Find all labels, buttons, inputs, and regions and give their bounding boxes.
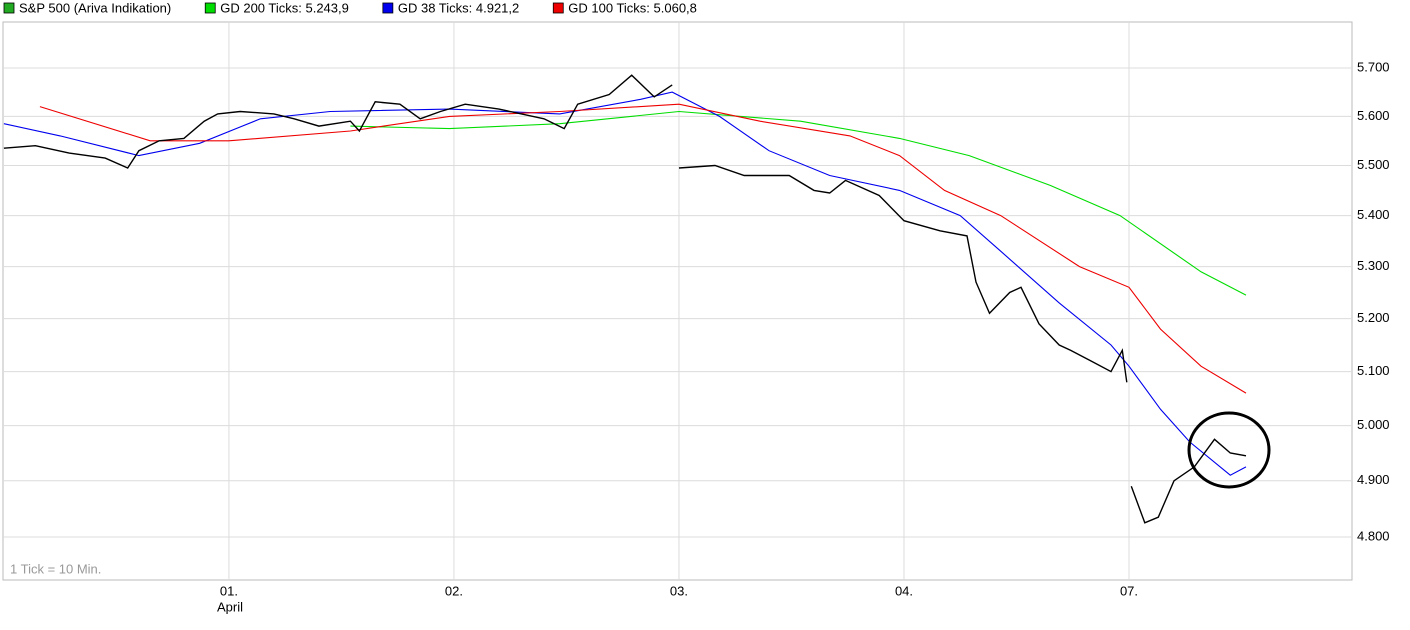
y-tick-label: 5.100 <box>1357 363 1390 378</box>
y-tick-label: 4.800 <box>1357 528 1390 543</box>
highlight-circle <box>1187 411 1271 489</box>
series-lines <box>3 74 1247 524</box>
series-line <box>350 110 1247 296</box>
legend-label: GD 100 Ticks: 5.060,8 <box>568 0 697 15</box>
x-sublabel: April <box>217 599 243 614</box>
annotation: 1 Tick = 10 Min. <box>10 561 101 576</box>
x-tick-label: 01. <box>220 583 238 598</box>
y-tick-label: 4.900 <box>1357 472 1390 487</box>
legend: S&P 500 (Ariva Indikation) GD 200 Ticks: … <box>3 0 697 15</box>
series-line <box>3 74 1247 524</box>
series-line <box>39 103 1247 394</box>
y-tick-label: 5.500 <box>1357 157 1390 172</box>
series-line <box>3 91 1247 476</box>
legend-label: GD 200 Ticks: 5.243,9 <box>220 0 349 15</box>
y-tick-label: 5.200 <box>1357 310 1390 325</box>
x-tick-label: 02. <box>445 583 463 598</box>
x-tick-label: 07. <box>1120 583 1138 598</box>
y-tick-label: 5.700 <box>1357 59 1390 74</box>
x-tick-label: 04. <box>895 583 913 598</box>
legend-swatch <box>382 2 394 14</box>
grid <box>3 22 1352 580</box>
x-tick-label: 03. <box>670 583 688 598</box>
plot-frame <box>2 21 1353 581</box>
y-tick-label: 5.000 <box>1357 417 1390 432</box>
y-tick-label: 5.300 <box>1357 258 1390 273</box>
legend-label: GD 38 Ticks: 4.921,2 <box>398 0 519 15</box>
legend-swatch <box>204 2 216 14</box>
legend-swatch <box>3 2 15 14</box>
legend-label: S&P 500 (Ariva Indikation) <box>19 0 171 15</box>
legend-swatch <box>552 2 564 14</box>
y-tick-label: 5.600 <box>1357 108 1390 123</box>
y-tick-label: 5.400 <box>1357 207 1390 222</box>
